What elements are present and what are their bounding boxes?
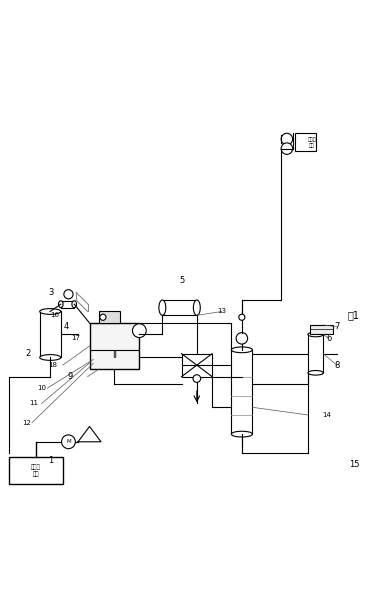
Text: 2: 2: [25, 349, 31, 358]
Circle shape: [236, 332, 247, 344]
Circle shape: [64, 290, 73, 299]
Circle shape: [61, 435, 75, 449]
Bar: [40, 311, 61, 358]
Text: 8: 8: [334, 361, 339, 370]
Ellipse shape: [72, 301, 76, 308]
Text: 7: 7: [334, 322, 339, 331]
Ellipse shape: [59, 301, 63, 308]
Text: 磷酸钙
尾气: 磷酸钙 尾气: [308, 137, 316, 148]
Bar: [90, 323, 139, 369]
Bar: [9, 457, 63, 484]
Text: 1: 1: [49, 457, 54, 466]
Text: 15: 15: [349, 460, 359, 469]
Text: 18: 18: [49, 362, 58, 368]
Text: 11: 11: [29, 400, 39, 406]
Text: 13: 13: [217, 308, 226, 314]
Text: 12: 12: [22, 419, 31, 425]
Text: 14: 14: [323, 412, 332, 418]
Circle shape: [193, 375, 201, 382]
Circle shape: [100, 314, 106, 320]
Circle shape: [132, 324, 146, 338]
Text: 5: 5: [179, 277, 184, 286]
Bar: [181, 353, 212, 377]
Circle shape: [281, 133, 293, 145]
Bar: [99, 311, 120, 323]
Bar: [231, 350, 252, 434]
Ellipse shape: [231, 431, 252, 437]
Bar: [308, 334, 323, 373]
Ellipse shape: [193, 300, 200, 316]
Ellipse shape: [231, 347, 252, 353]
Ellipse shape: [40, 308, 61, 314]
Text: 17: 17: [72, 335, 81, 341]
Bar: [310, 325, 333, 334]
Text: II: II: [112, 351, 117, 360]
Ellipse shape: [159, 300, 166, 316]
Text: 16: 16: [51, 313, 59, 319]
Text: 4: 4: [64, 322, 69, 331]
Text: 9: 9: [68, 372, 73, 381]
Circle shape: [239, 314, 245, 320]
Ellipse shape: [308, 371, 323, 375]
Text: M: M: [66, 439, 71, 444]
Text: 6: 6: [326, 334, 332, 343]
Bar: [163, 300, 197, 316]
Ellipse shape: [308, 332, 323, 337]
Bar: [295, 133, 316, 151]
Text: 磷酸钙
原料: 磷酸钙 原料: [31, 464, 41, 476]
Bar: [61, 301, 74, 308]
Text: 10: 10: [37, 385, 46, 391]
Circle shape: [281, 143, 293, 154]
Ellipse shape: [40, 355, 61, 361]
Text: 3: 3: [49, 288, 54, 297]
Text: 图1: 图1: [348, 310, 360, 320]
